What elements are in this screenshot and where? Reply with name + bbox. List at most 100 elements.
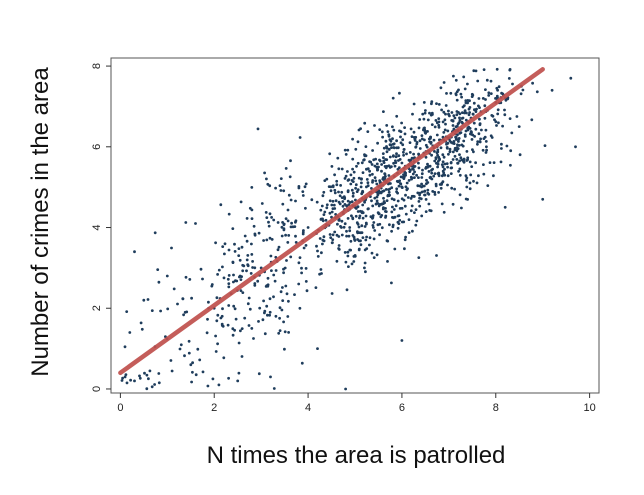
scatter-point (365, 247, 369, 251)
scatter-point (331, 241, 334, 245)
scatter-point (146, 298, 150, 301)
scatter-point (485, 78, 489, 82)
scatter-point (434, 119, 438, 122)
scatter-point (473, 108, 476, 112)
scatter-point (351, 194, 355, 198)
scatter-point (216, 342, 220, 346)
scatter-point (264, 211, 268, 214)
scatter-point (355, 164, 358, 168)
scatter-point (446, 183, 449, 187)
scatter-point (252, 337, 255, 340)
y-axis-ticks: 0 2 4 6 8 (91, 63, 111, 392)
scatter-point (420, 137, 424, 141)
scatter-point (550, 88, 554, 92)
scatter-point (505, 144, 509, 148)
scatter-point (465, 159, 469, 162)
scatter-point (305, 289, 309, 293)
scatter-point (474, 69, 478, 73)
scatter-point (321, 219, 325, 223)
scatter-point (170, 246, 173, 250)
scatter-point (387, 134, 391, 138)
scatter-point (274, 269, 278, 272)
scatter-point (412, 152, 415, 156)
scatter-point (411, 172, 415, 176)
scatter-point (359, 243, 363, 247)
scatter-point (348, 229, 352, 233)
scatter-point (322, 213, 326, 217)
scatter-point (294, 234, 297, 238)
scatter-point (392, 161, 395, 165)
scatter-point (297, 282, 301, 286)
scatter-point (385, 164, 389, 168)
scatter-point (221, 245, 225, 249)
scatter-point (220, 324, 224, 327)
scatter-point (468, 106, 472, 109)
scatter-point (301, 230, 305, 234)
scatter-point (262, 239, 265, 242)
scatter-point (420, 182, 423, 186)
scatter-point (519, 92, 523, 96)
scatter-point (426, 188, 430, 192)
scatter-point (183, 354, 186, 358)
scatter-point (359, 239, 362, 243)
scatter-point (287, 193, 291, 197)
scatter-point (483, 116, 487, 120)
scatter-point (435, 102, 438, 105)
scatter-point (411, 229, 414, 233)
scatter-point (323, 210, 327, 214)
scatter-point (187, 351, 191, 355)
scatter-point (124, 373, 128, 376)
scatter-point (217, 383, 221, 387)
scatter-point (190, 380, 194, 384)
scatter-point (157, 280, 161, 284)
scatter-point (450, 111, 454, 114)
scatter-point (397, 159, 400, 162)
scatter-point (408, 170, 412, 174)
scatter-point (509, 149, 513, 153)
scatter-point (385, 239, 389, 243)
scatter-point (455, 98, 459, 102)
scatter-point (330, 165, 334, 168)
scatter-point (386, 193, 390, 197)
scatter-point (508, 68, 512, 71)
scatter-point (337, 218, 341, 222)
scatter-point (366, 167, 370, 171)
scatter-point (346, 217, 350, 220)
scatter-point (133, 379, 136, 383)
scatter-point (478, 123, 482, 127)
scatter-point (282, 271, 285, 275)
x-tick-label: 2 (211, 402, 217, 414)
x-tick-label: 8 (493, 402, 499, 414)
scatter-point (354, 214, 358, 218)
scatter-point (165, 274, 169, 278)
scatter-point (388, 155, 392, 159)
scatter-point (510, 131, 514, 135)
scatter-point (392, 154, 395, 158)
scatter-point (407, 218, 411, 222)
scatter-point (444, 112, 447, 116)
scatter-point (425, 178, 428, 182)
scatter-point (421, 168, 424, 172)
scatter-point (448, 150, 452, 153)
scatter-point (379, 191, 383, 195)
scatter-point (332, 203, 336, 207)
scatter-point (364, 238, 368, 242)
scatter-point (495, 124, 498, 127)
scatter-point (360, 161, 364, 165)
scatter-point (237, 341, 241, 345)
scatter-point (431, 113, 434, 116)
scatter-point (445, 92, 448, 95)
scatter-point (368, 236, 372, 240)
scatter-point (237, 247, 241, 251)
scatter-point (481, 148, 485, 152)
scatter-point (239, 329, 242, 333)
scatter-point (404, 212, 408, 216)
scatter-point (331, 185, 335, 189)
scatter-point (441, 165, 445, 169)
scatter-point (286, 219, 290, 223)
scatter-point (417, 256, 421, 259)
scatter-point (231, 260, 235, 264)
scatter-point (432, 138, 436, 142)
scatter-point (315, 200, 319, 204)
scatter-point (468, 187, 472, 191)
